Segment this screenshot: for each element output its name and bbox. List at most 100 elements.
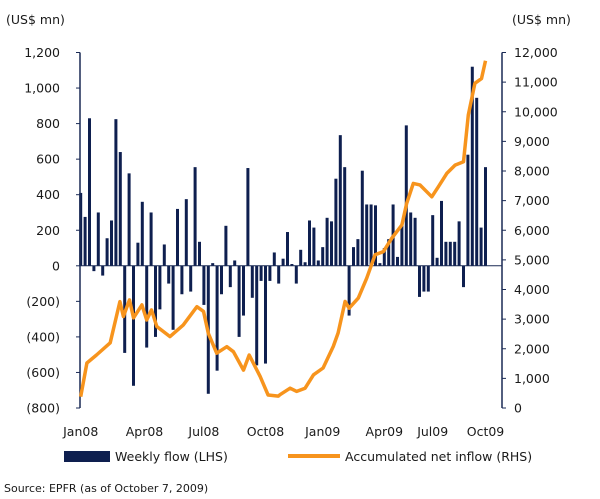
bar-weekly-flow	[316, 260, 320, 266]
bar-weekly-flow	[246, 168, 250, 266]
bar-weekly-flow	[453, 241, 457, 266]
bar-weekly-flow	[264, 265, 267, 364]
right-tick-label: 10,000	[514, 104, 558, 119]
bar-weekly-flow	[105, 238, 109, 266]
right-tick-label: 2,000	[514, 341, 550, 356]
bar-weekly-flow	[365, 204, 369, 266]
left-tick-label: 800	[36, 116, 60, 131]
right-tick-label: 11,000	[514, 75, 558, 90]
left-tick-label: (200)	[26, 294, 60, 309]
bar-weekly-flow	[132, 265, 135, 386]
bar-weekly-flow	[352, 247, 355, 266]
bar-weekly-flow	[171, 265, 175, 330]
bar-weekly-flow	[462, 265, 465, 288]
bar-weekly-flow	[387, 239, 391, 266]
bar-weekly-flow	[193, 167, 197, 266]
bar-weekly-flow	[211, 263, 215, 266]
bar-weekly-flow	[140, 201, 144, 266]
bar-weekly-flow	[299, 249, 303, 266]
bar-weekly-flow	[127, 173, 131, 266]
bar-weekly-flow	[92, 265, 96, 272]
legend-label-weekly-flow: Weekly flow (LHS)	[115, 449, 228, 464]
bar-weekly-flow	[83, 216, 87, 266]
bar-weekly-flow	[237, 265, 241, 337]
right-tick-label: 9,000	[514, 134, 550, 149]
left-tick-label: 400	[36, 187, 60, 202]
bar-weekly-flow	[409, 212, 413, 266]
left-tick-label: (600)	[26, 365, 60, 380]
bar-weekly-flow	[286, 232, 289, 266]
x-tick-label: Jul08	[187, 424, 219, 439]
right-tick-label: 0	[514, 401, 522, 416]
bar-weekly-flow	[400, 224, 404, 266]
left-tick-label: 600	[36, 152, 60, 167]
bar-weekly-flow	[176, 208, 179, 266]
bar-weekly-flow	[426, 265, 430, 292]
bar-weekly-flow	[440, 200, 443, 266]
right-tick-label: 6,000	[514, 223, 550, 238]
bar-weekly-flow	[154, 265, 157, 337]
bar-weekly-flow	[198, 241, 201, 266]
bar-weekly-flow	[88, 118, 91, 266]
bar-weekly-flow	[484, 167, 487, 266]
x-tick-label: Jan09	[304, 424, 340, 439]
line-accumulated-net-inflow	[78, 60, 488, 398]
bar-weekly-flow	[233, 260, 237, 266]
bar-weekly-flow	[110, 220, 113, 266]
x-tick-label: Jul09	[416, 424, 448, 439]
bar-weekly-flow	[404, 125, 408, 266]
bar-weekly-flow	[418, 265, 421, 297]
bar-weekly-flow	[435, 257, 439, 266]
bar-weekly-flow	[255, 265, 259, 366]
bar-weekly-flow	[250, 265, 254, 298]
bar-weekly-flow	[448, 241, 452, 266]
bar-weekly-flow	[136, 242, 140, 266]
bar-weekly-flow	[180, 265, 184, 295]
bar-weekly-flow	[228, 265, 232, 288]
bar-weekly-flow	[118, 152, 122, 266]
x-tick-label: Jan08	[62, 424, 98, 439]
right-tick-label: 5,000	[514, 252, 550, 267]
bar-weekly-flow	[308, 220, 311, 266]
bar-weekly-flow	[202, 265, 206, 305]
bar-weekly-flow	[96, 212, 100, 266]
bar-weekly-flow	[475, 97, 479, 266]
bar-weekly-flow	[215, 265, 219, 371]
bar-weekly-flow	[167, 265, 171, 284]
right-tick-label: 8,000	[514, 164, 550, 179]
left-tick-label: 1,200	[24, 45, 60, 60]
bar-weekly-flow	[114, 119, 118, 266]
bar-weekly-flow	[396, 256, 399, 266]
bar-weekly-flow	[470, 66, 474, 266]
legend-swatch-weekly-flow	[64, 451, 110, 462]
bar-weekly-flow	[277, 265, 281, 284]
bar-weekly-flow	[162, 244, 166, 266]
bar-weekly-flow	[184, 199, 188, 266]
bar-weekly-flow	[347, 265, 351, 316]
left-tick-label: (800)	[26, 401, 60, 416]
source-note: Source: EPFR (as of October 7, 2009)	[4, 482, 208, 495]
bar-weekly-flow	[338, 135, 342, 266]
bar-weekly-flow	[259, 265, 263, 281]
right-tick-label: 7,000	[514, 193, 550, 208]
right-tick-label: 1,000	[514, 371, 550, 386]
legend: Weekly flow (LHS) Accumulated net inflow…	[64, 449, 532, 464]
bar-weekly-flow	[220, 265, 223, 295]
bar-weekly-flow	[360, 170, 364, 266]
left-unit-label: (US$ mn)	[6, 12, 65, 27]
left-tick-label: 0	[52, 258, 60, 273]
bar-weekly-flow	[158, 265, 162, 310]
right-tick-label: 12,000	[514, 45, 558, 60]
right-tick-label: 4,000	[514, 282, 550, 297]
x-tick-label: Oct08	[247, 424, 285, 439]
x-tick-label: Apr08	[126, 424, 164, 439]
right-tick-label: 3,000	[514, 312, 550, 327]
bar-weekly-flow	[281, 258, 285, 266]
bar-weekly-flow	[330, 221, 333, 266]
bar-weekly-flow	[145, 265, 149, 348]
left-tick-label: 1,000	[24, 81, 60, 96]
bar-weekly-flow	[422, 265, 426, 292]
bar-weekly-flow	[268, 265, 272, 281]
x-tick-label: Oct09	[467, 424, 505, 439]
bar-weekly-flow	[189, 265, 193, 292]
